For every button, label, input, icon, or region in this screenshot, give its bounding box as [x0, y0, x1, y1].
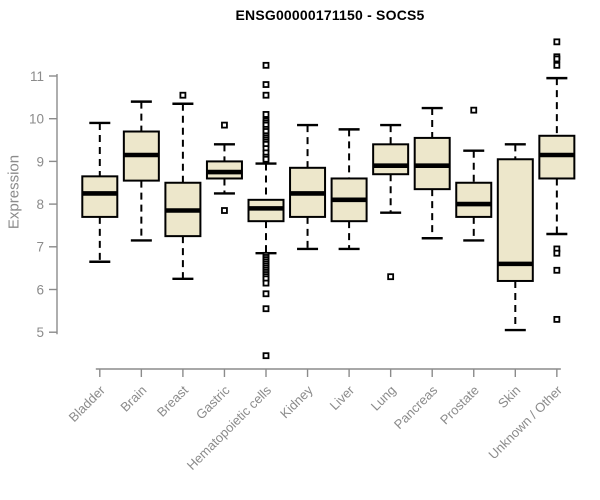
- outlier-point: [553, 55, 561, 63]
- x-category-label-skin: Skin: [495, 383, 523, 411]
- iqr-box: [372, 143, 410, 176]
- y-tick-label: 8: [36, 197, 44, 212]
- outlier-point: [262, 305, 270, 313]
- y-tick-label: 11: [30, 69, 44, 84]
- box-group-brain: [122, 100, 160, 242]
- outlier-point: [553, 249, 561, 257]
- y-tick-label: 7: [36, 240, 44, 255]
- outlier-point: [221, 121, 228, 129]
- x-category-label-pancreas: Pancreas: [391, 382, 441, 432]
- outlier-point: [553, 38, 561, 46]
- outlier-point: [221, 207, 228, 214]
- box-group-pancreas: [413, 106, 451, 240]
- x-category-label-breast: Breast: [154, 382, 191, 419]
- x-category-label-bladder: Bladder: [66, 382, 109, 425]
- outlier-point: [262, 279, 270, 287]
- x-category-label-brain: Brain: [117, 383, 149, 415]
- iqr-box: [496, 158, 534, 282]
- y-tick-label: 10: [29, 112, 44, 127]
- box-group-lung: [372, 123, 410, 281]
- outlier-point: [387, 273, 395, 281]
- x-category-label-prostate: Prostate: [437, 383, 482, 428]
- outlier-point: [470, 106, 478, 114]
- outlier-point: [262, 111, 270, 118]
- outlier-point: [179, 91, 187, 99]
- box-group-liver: [330, 128, 368, 251]
- outlier-point: [262, 81, 270, 88]
- outlier-point: [262, 352, 270, 360]
- y-tick-label: 5: [36, 325, 44, 340]
- box-group-hematopoietic-cells: [247, 61, 285, 360]
- y-tick-label: 6: [36, 282, 44, 297]
- box-group-bladder: [81, 121, 119, 263]
- iqr-box: [455, 181, 493, 218]
- iqr-box: [81, 175, 119, 218]
- y-axis-title: Expression: [5, 154, 23, 230]
- x-category-label-kidney: Kidney: [277, 382, 316, 421]
- x-category-label-liver: Liver: [327, 382, 358, 413]
- box-group-breast: [164, 91, 202, 281]
- box-group-prostate: [455, 106, 493, 242]
- x-category-label-unknown-other: Unknown / Other: [485, 382, 565, 462]
- outlier-point: [553, 266, 561, 274]
- outlier-point: [262, 290, 270, 298]
- box-group-kidney: [289, 123, 327, 251]
- chart-title: ENSG00000171150 - SOCS5: [235, 7, 425, 23]
- x-category-label-gastric: Gastric: [193, 382, 233, 422]
- box-group-gastric: [205, 121, 243, 214]
- x-category-label-lung: Lung: [368, 383, 399, 414]
- box-group-unknown-other: [538, 38, 576, 323]
- outlier-point: [262, 155, 270, 163]
- y-tick-label: 9: [36, 154, 44, 169]
- outlier-point: [262, 91, 270, 99]
- outlier-point: [553, 61, 561, 69]
- box-group-skin: [496, 143, 534, 332]
- outlier-point: [553, 315, 561, 323]
- outlier-point: [262, 61, 270, 69]
